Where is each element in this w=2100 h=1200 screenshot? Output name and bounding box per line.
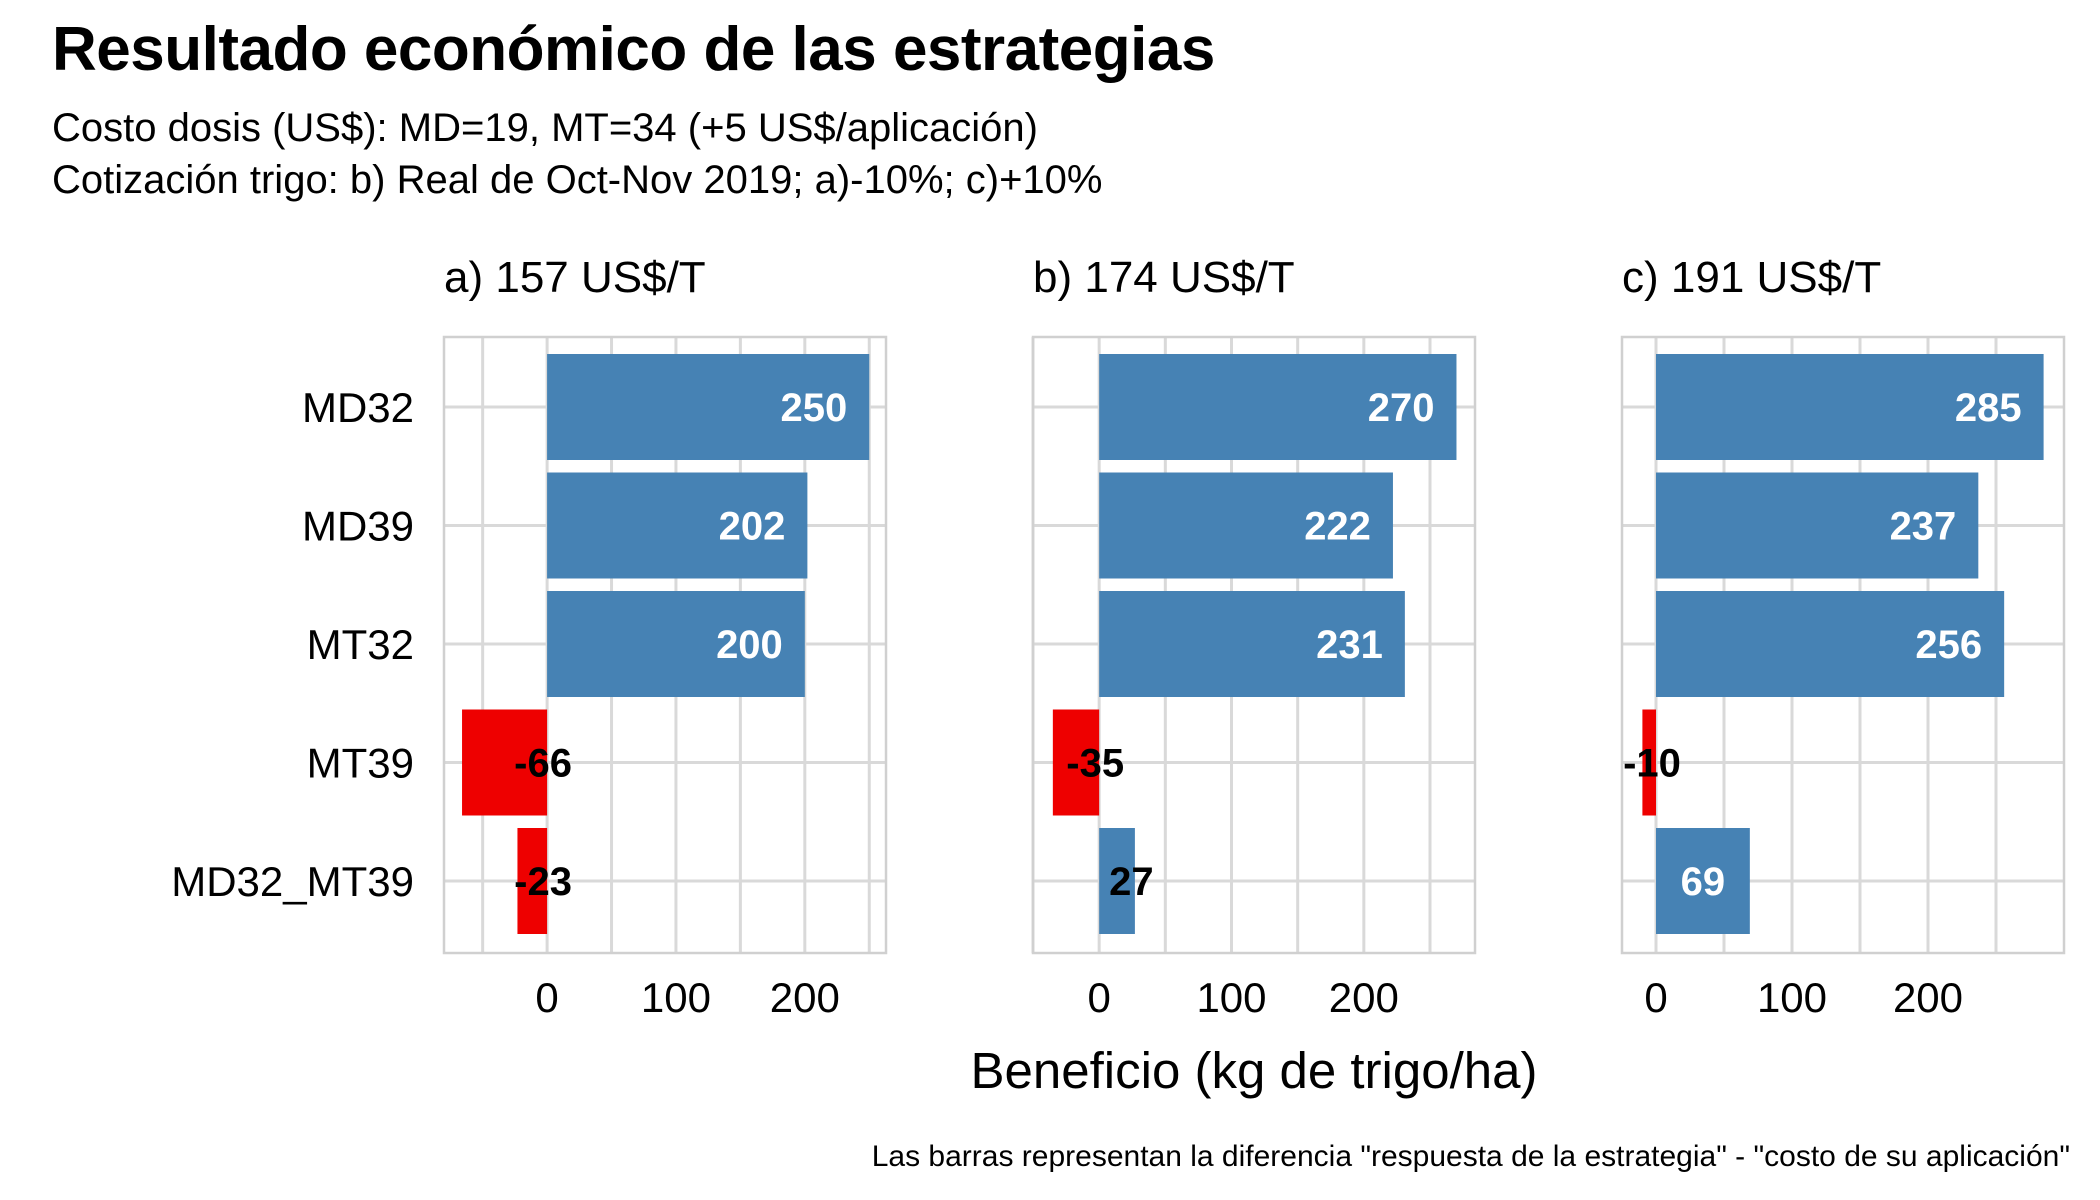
bar-3-md32-mt39 (1656, 828, 1750, 934)
bar-2-mt32 (1099, 591, 1405, 697)
data-label: 285 (1955, 386, 2022, 430)
bar-3-mt32 (1656, 591, 2005, 697)
facet-title-2: b) 174 US$/T (1033, 253, 1295, 302)
chart-subtitle-line-2: Cotización trigo: b) Real de Oct-Nov 201… (52, 158, 1103, 202)
bar-2-md39 (1099, 472, 1393, 579)
panel-border-1 (442, 335, 888, 955)
data-label: 256 (1915, 623, 1982, 667)
bar-2-md32 (1099, 354, 1457, 460)
x-axis-title: Beneficio (kg de trigo/ha) (971, 1042, 1538, 1099)
panel-border-3 (1620, 335, 2066, 955)
x-tick-label: 0 (535, 974, 558, 1021)
data-label: 27 (1109, 860, 1154, 904)
x-tick-label: 100 (1196, 974, 1266, 1021)
chart-caption: Las barras representan la diferencia "re… (871, 1140, 2070, 1173)
facet-title-3: c) 191 US$/T (1622, 253, 1881, 302)
data-label: -10 (1623, 742, 1681, 786)
bar-1-mt32 (547, 591, 805, 697)
bar-1-md39 (547, 472, 808, 579)
x-tick-label: 100 (1757, 974, 1827, 1021)
y-tick-label: MD32 (302, 384, 414, 431)
data-label: 250 (780, 386, 847, 430)
data-label: 222 (1304, 505, 1371, 549)
x-tick-label: 200 (1893, 974, 1963, 1021)
y-tick-label: MD39 (302, 503, 414, 550)
chart-subtitle-line-1: Costo dosis (US$): MD=19, MT=34 (+5 US$/… (52, 106, 1038, 150)
bar-3-mt39 (1642, 709, 1656, 816)
data-label: 270 (1368, 386, 1435, 430)
data-label: 237 (1890, 505, 1957, 549)
x-tick-label: 0 (1644, 974, 1667, 1021)
bar-1-md32-mt39 (517, 828, 548, 934)
bar-2-mt39 (1052, 709, 1100, 816)
facet-title-1: a) 157 US$/T (444, 253, 706, 302)
y-tick-label: MT32 (307, 621, 414, 668)
x-tick-label: 200 (770, 974, 840, 1021)
chart-title: Resultado económico de las estrategias (52, 15, 1215, 84)
y-tick-label: MD32_MT39 (171, 858, 414, 905)
x-tick-label: 0 (1087, 974, 1110, 1021)
y-tick-label: MT39 (307, 740, 414, 787)
data-label: 231 (1316, 623, 1383, 667)
bar-1-mt39 (462, 709, 548, 816)
data-label: 69 (1681, 860, 1726, 904)
x-tick-label: 100 (641, 974, 711, 1021)
data-label: -23 (514, 860, 572, 904)
data-label: -66 (514, 742, 572, 786)
bar-3-md39 (1656, 472, 1979, 579)
bar-1-md32 (547, 354, 870, 460)
data-label: 200 (716, 623, 783, 667)
bar-2-md32-mt39 (1099, 828, 1135, 934)
bar-3-md32 (1656, 354, 2044, 460)
data-label: -35 (1066, 742, 1124, 786)
x-tick-label: 200 (1329, 974, 1399, 1021)
panel-border-2 (1031, 335, 1477, 955)
data-label: 202 (719, 505, 786, 549)
